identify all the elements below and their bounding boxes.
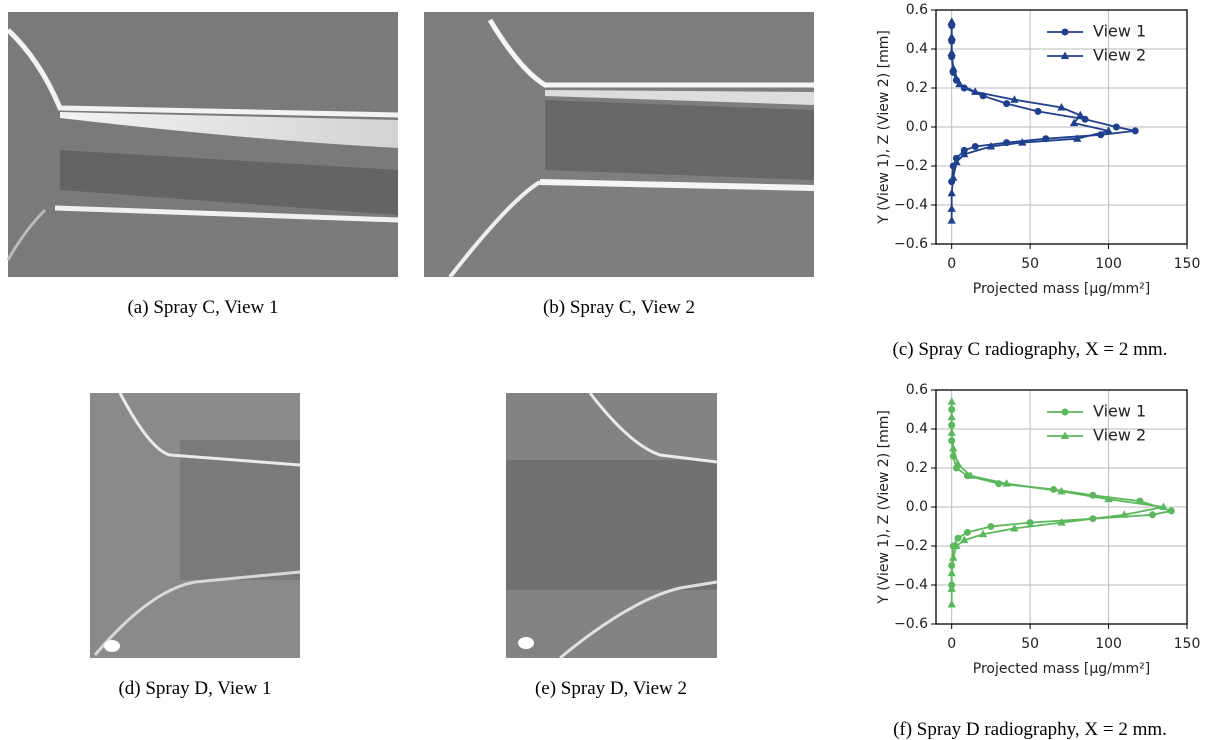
legend-label: View 1: [1093, 22, 1146, 41]
marker: [949, 173, 957, 181]
x-axis-label: Projected mass [µg/mm²]: [973, 281, 1150, 297]
legend-marker: [1062, 409, 1069, 416]
y-tick-label: 0.2: [906, 80, 928, 96]
image-b: [424, 12, 814, 277]
y-tick-label: −0.2: [894, 538, 928, 554]
y-tick-label: 0.4: [906, 421, 928, 437]
marker: [947, 569, 955, 577]
marker: [947, 33, 955, 41]
marker: [1113, 124, 1120, 131]
marker: [947, 216, 955, 224]
x-tick-label: 150: [1174, 256, 1201, 272]
y-tick-label: −0.6: [894, 236, 928, 252]
y-tick-label: −0.6: [894, 616, 928, 632]
marker: [947, 189, 955, 197]
caption: (f) Spray D radiography, X = 2 mm.: [893, 719, 1167, 740]
marker: [1034, 108, 1041, 115]
marker: [947, 17, 955, 25]
caption: (c) Spray C radiography, X = 2 mm.: [893, 339, 1168, 360]
image-a: [8, 12, 398, 277]
marker: [964, 529, 971, 536]
marker: [949, 64, 957, 72]
marker: [947, 397, 955, 405]
marker: [949, 444, 957, 452]
figure: (a) Spray C, View 1 (b) Spray C, View 2 …: [0, 0, 1212, 740]
marker: [1132, 127, 1139, 134]
y-axis-label: Y (View 1), Z (View 2) [mm]: [876, 30, 892, 225]
y-tick-label: −0.2: [894, 158, 928, 174]
y-tick-label: 0.0: [906, 119, 928, 135]
page: (a) Spray C, View 1 (b) Spray C, View 2 …: [0, 0, 1212, 740]
legend-marker: [1062, 29, 1069, 36]
x-tick-label: 150: [1174, 636, 1201, 652]
marker: [947, 48, 955, 56]
marker: [1168, 507, 1175, 514]
marker: [1027, 519, 1034, 526]
marker: [1149, 511, 1156, 518]
x-axis-label: Projected mass [µg/mm²]: [973, 661, 1150, 677]
caption: (e) Spray D, View 2: [535, 678, 687, 699]
marker: [949, 553, 957, 561]
legend-label: View 2: [1093, 426, 1146, 445]
y-tick-label: 0.4: [906, 41, 928, 57]
image-d: [90, 393, 300, 658]
marker: [947, 204, 955, 212]
x-tick-label: 0: [947, 256, 956, 272]
legend-label: View 2: [1093, 46, 1146, 65]
marker: [947, 600, 955, 608]
marker: [947, 413, 955, 421]
y-axis-label: Y (View 1), Z (View 2) [mm]: [876, 410, 892, 605]
marker: [954, 535, 961, 542]
y-tick-label: 0.6: [906, 382, 928, 398]
x-tick-label: 0: [947, 636, 956, 652]
y-tick-label: 0.2: [906, 460, 928, 476]
x-tick-label: 50: [1021, 256, 1039, 272]
y-tick-label: −0.4: [894, 197, 928, 213]
x-tick-label: 50: [1021, 636, 1039, 652]
x-tick-label: 100: [1095, 256, 1122, 272]
y-tick-label: 0.0: [906, 499, 928, 515]
legend-label: View 1: [1093, 402, 1146, 421]
y-tick-label: −0.4: [894, 577, 928, 593]
marker: [947, 428, 955, 436]
marker: [972, 143, 979, 150]
marker: [987, 523, 994, 530]
marker: [1003, 100, 1010, 107]
caption: (d) Spray D, View 1: [118, 678, 271, 699]
x-tick-label: 100: [1095, 636, 1122, 652]
image-e: [506, 393, 717, 658]
caption: (a) Spray C, View 1: [127, 297, 278, 318]
caption: (b) Spray C, View 2: [543, 297, 695, 318]
y-tick-label: 0.6: [906, 2, 928, 18]
